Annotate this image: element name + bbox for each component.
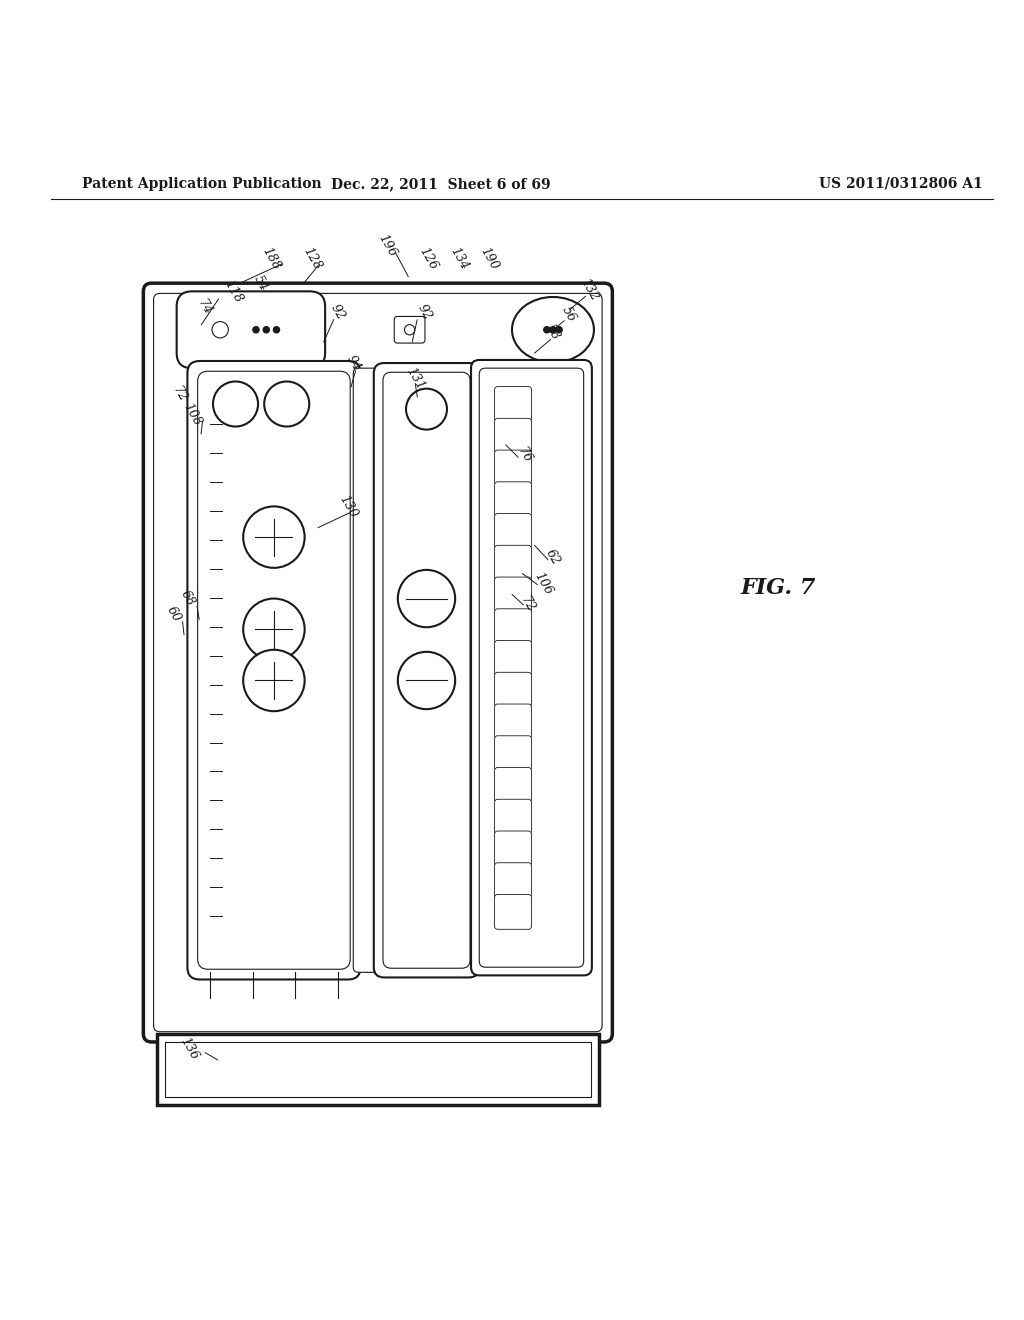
Circle shape [244,598,305,660]
FancyBboxPatch shape [495,577,531,612]
Bar [165,1041,591,1097]
Ellipse shape [512,297,594,363]
Text: 62: 62 [544,548,562,568]
FancyBboxPatch shape [495,545,531,579]
Ellipse shape [406,388,446,429]
Circle shape [397,652,456,709]
Text: 108: 108 [181,400,204,428]
FancyBboxPatch shape [176,292,326,368]
Text: 72: 72 [518,594,537,614]
Text: 128: 128 [301,246,324,272]
FancyBboxPatch shape [495,482,531,516]
Text: 68: 68 [178,589,197,609]
Text: 92: 92 [416,302,434,322]
FancyBboxPatch shape [495,672,531,708]
Text: 58: 58 [544,322,562,342]
Text: 136: 136 [178,1035,201,1063]
Circle shape [404,325,415,335]
FancyBboxPatch shape [353,368,384,973]
FancyBboxPatch shape [495,450,531,484]
Bar [157,1034,599,1105]
Text: 76: 76 [515,445,534,466]
Text: 196: 196 [376,231,398,259]
Text: 132: 132 [578,276,600,304]
Text: US 2011/0312806 A1: US 2011/0312806 A1 [819,177,983,191]
Text: 56: 56 [559,304,578,325]
Text: 94: 94 [344,352,362,374]
Text: 60: 60 [165,603,183,624]
FancyBboxPatch shape [495,513,531,548]
Circle shape [397,570,456,627]
Text: Dec. 22, 2011  Sheet 6 of 69: Dec. 22, 2011 Sheet 6 of 69 [331,177,550,191]
Text: 134: 134 [447,246,470,272]
FancyBboxPatch shape [374,363,479,977]
Circle shape [212,322,228,338]
Text: 74: 74 [196,297,214,317]
FancyBboxPatch shape [143,284,612,1041]
Text: 118: 118 [222,277,245,305]
Text: 54: 54 [252,273,270,293]
Circle shape [550,326,556,333]
FancyBboxPatch shape [471,360,592,975]
FancyBboxPatch shape [495,895,531,929]
FancyBboxPatch shape [495,832,531,866]
FancyBboxPatch shape [495,640,531,676]
Circle shape [273,326,280,333]
Text: 106: 106 [531,569,554,597]
Text: FIG. 7: FIG. 7 [740,577,816,599]
Text: 72: 72 [170,384,188,404]
FancyBboxPatch shape [495,800,531,834]
FancyBboxPatch shape [495,418,531,453]
FancyBboxPatch shape [394,317,425,343]
Circle shape [556,326,562,333]
FancyBboxPatch shape [495,704,531,739]
Circle shape [253,326,259,333]
FancyBboxPatch shape [495,387,531,421]
Circle shape [244,507,305,568]
Text: 130: 130 [337,492,359,520]
FancyBboxPatch shape [495,609,531,644]
Circle shape [264,381,309,426]
FancyBboxPatch shape [495,767,531,803]
Text: 190: 190 [478,246,501,272]
Text: 131: 131 [403,364,426,392]
Circle shape [263,326,269,333]
FancyBboxPatch shape [187,360,360,979]
Text: Patent Application Publication: Patent Application Publication [82,177,322,191]
FancyBboxPatch shape [495,863,531,898]
Circle shape [213,381,258,426]
Circle shape [544,326,550,333]
Text: 188: 188 [260,246,283,272]
Text: 92: 92 [329,302,347,322]
Circle shape [244,649,305,711]
Text: 126: 126 [417,246,439,272]
FancyBboxPatch shape [495,735,531,771]
